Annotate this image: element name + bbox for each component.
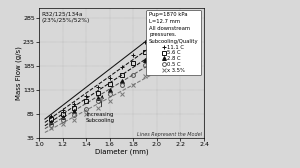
Legend: 11.1 C, 5.6 C, 2.8 C, 0.5 C, x 3.5%: 11.1 C, 5.6 C, 2.8 C, 0.5 C, x 3.5%	[146, 10, 201, 75]
Text: Increasing
Subcooling: Increasing Subcooling	[86, 96, 115, 123]
X-axis label: Diameter (mm): Diameter (mm)	[95, 148, 148, 155]
Y-axis label: Mass Flow (g/s): Mass Flow (g/s)	[15, 46, 22, 100]
Text: R32/125/134a
(23%/25%/52%): R32/125/134a (23%/25%/52%)	[41, 12, 90, 23]
Text: Lines Represent the Model: Lines Represent the Model	[136, 132, 202, 137]
